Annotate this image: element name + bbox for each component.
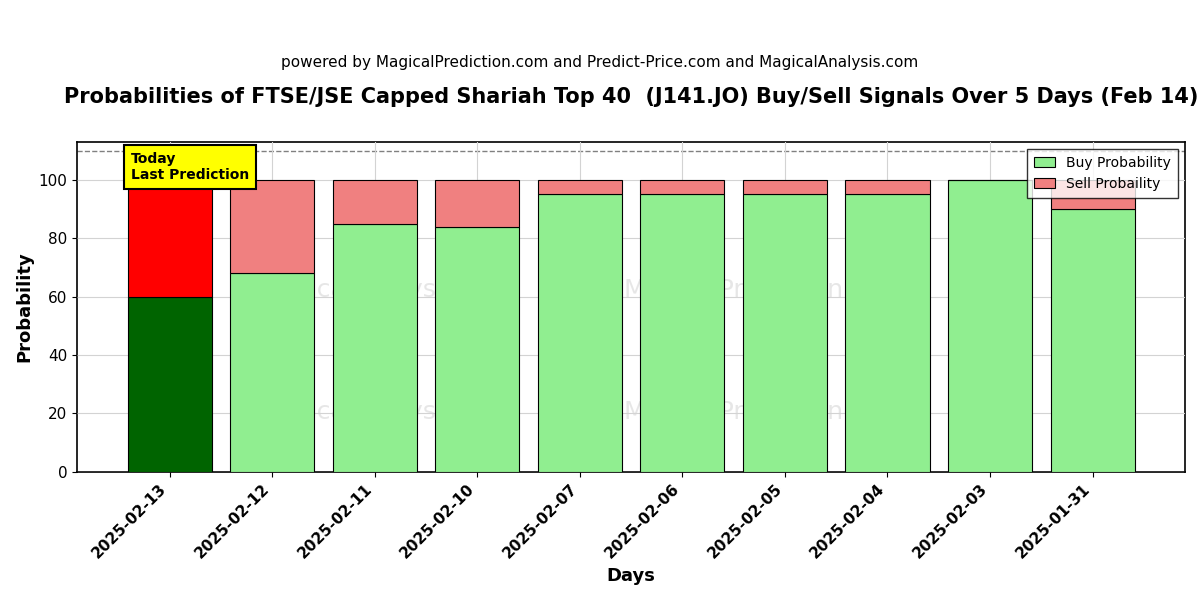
- Bar: [436, 227, 520, 472]
- Bar: [1050, 209, 1135, 472]
- Text: Today
Last Prediction: Today Last Prediction: [131, 152, 248, 182]
- Bar: [332, 180, 416, 224]
- Text: MagicalPrediction.com: MagicalPrediction.com: [623, 400, 905, 424]
- Text: powered by MagicalPrediction.com and Predict-Price.com and MagicalAnalysis.com: powered by MagicalPrediction.com and Pre…: [281, 55, 919, 70]
- Bar: [230, 180, 314, 273]
- Bar: [332, 224, 416, 472]
- Text: MagicalPrediction.com: MagicalPrediction.com: [623, 278, 905, 302]
- Bar: [230, 273, 314, 472]
- Bar: [948, 180, 1032, 472]
- Bar: [127, 296, 211, 472]
- Bar: [846, 194, 930, 472]
- Bar: [538, 194, 622, 472]
- Bar: [1050, 180, 1135, 209]
- Y-axis label: Probability: Probability: [14, 251, 32, 362]
- Bar: [538, 180, 622, 194]
- Bar: [641, 194, 725, 472]
- Text: MagicalAnalysis.com: MagicalAnalysis.com: [257, 278, 517, 302]
- Bar: [127, 180, 211, 296]
- Bar: [743, 180, 827, 194]
- Bar: [846, 180, 930, 194]
- Title: Probabilities of FTSE/JSE Capped Shariah Top 40  (J141.JO) Buy/Sell Signals Over: Probabilities of FTSE/JSE Capped Shariah…: [64, 87, 1199, 107]
- Bar: [436, 180, 520, 227]
- Text: MagicalAnalysis.com: MagicalAnalysis.com: [257, 400, 517, 424]
- X-axis label: Days: Days: [607, 567, 655, 585]
- Bar: [743, 194, 827, 472]
- Bar: [641, 180, 725, 194]
- Legend: Buy Probability, Sell Probaility: Buy Probability, Sell Probaility: [1027, 149, 1178, 197]
